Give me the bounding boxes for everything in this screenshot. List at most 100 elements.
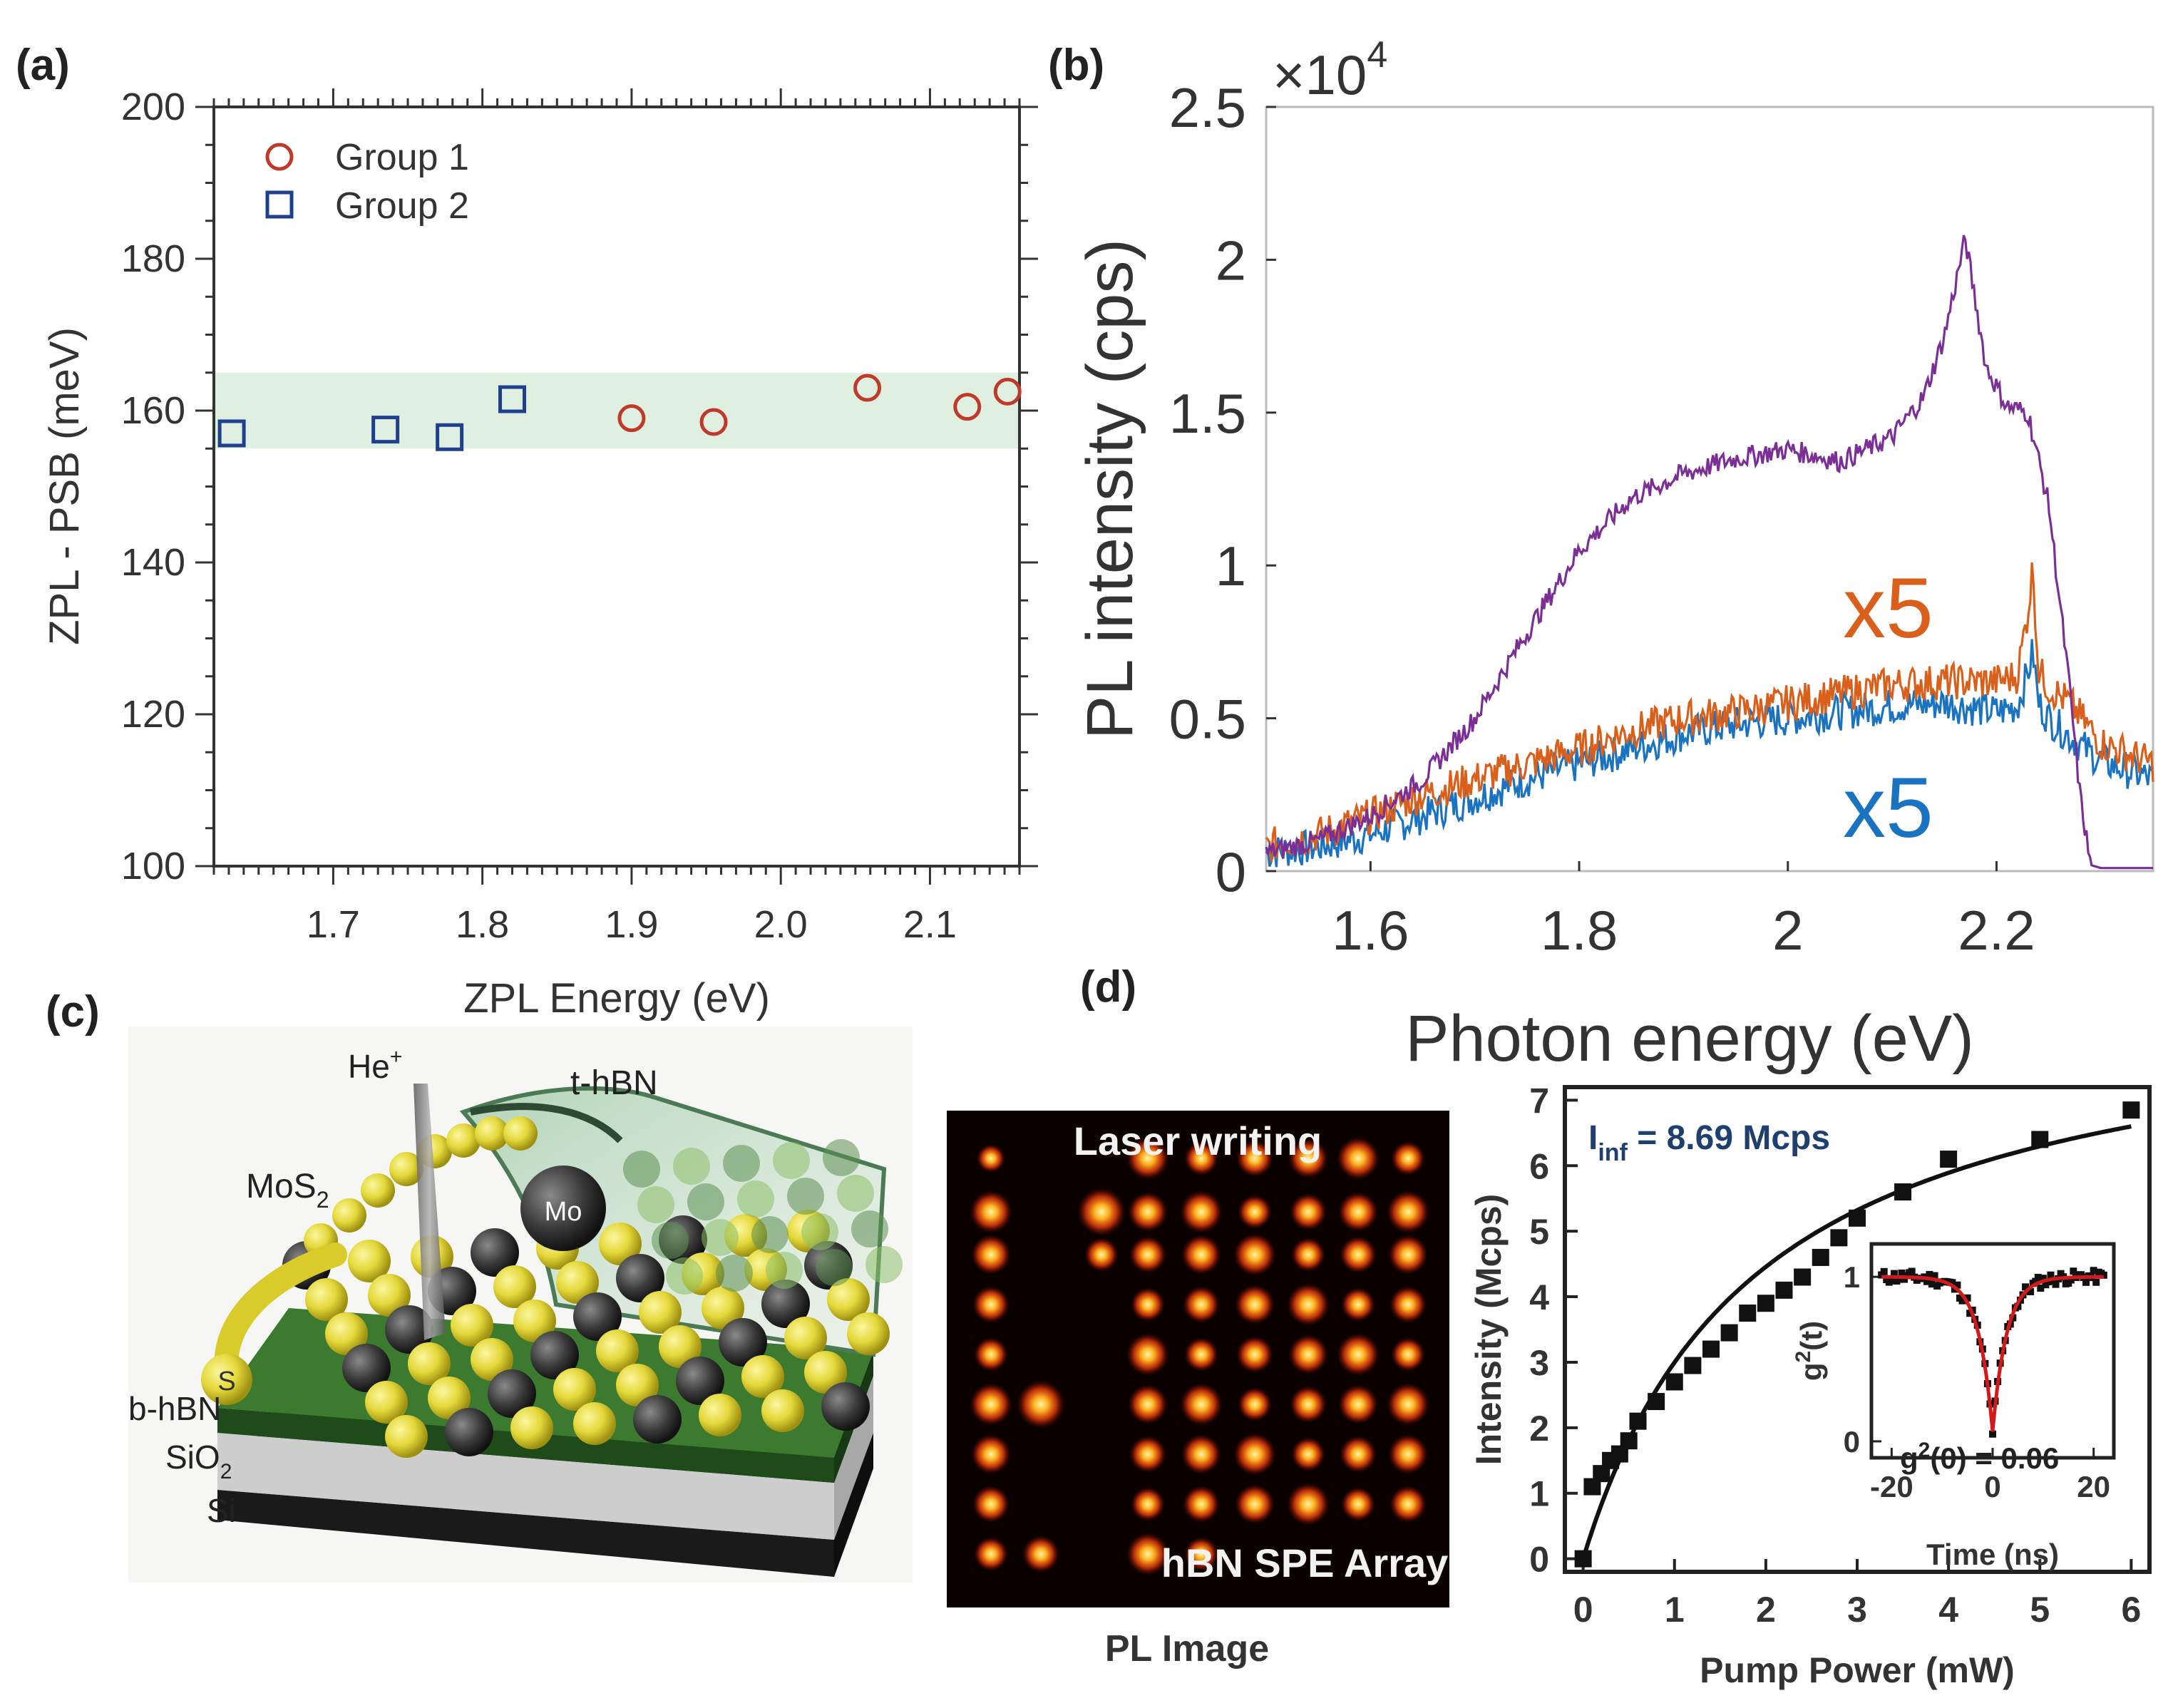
c-label-mos2-base: MoS [246, 1168, 317, 1205]
c-s-atom-strand [332, 1198, 366, 1233]
inset-ytick-label: 0 [1844, 1425, 1860, 1459]
b-series [1265, 235, 2154, 870]
panel-a-label: (a) [16, 41, 70, 90]
c-s-atom-strand [475, 1116, 509, 1151]
c-s-atom-lattice [659, 1325, 702, 1368]
d-pl-spot [1180, 1190, 1223, 1233]
d-pl-spot [1180, 1383, 1223, 1426]
c-s-atom-lattice [365, 1381, 408, 1424]
d-pl-spot [1290, 1386, 1327, 1423]
c-s-atom-lattice [428, 1377, 471, 1419]
d-pl-spot [1184, 1537, 1218, 1571]
inset-point [1953, 1281, 1961, 1289]
a-ticks [195, 88, 1038, 885]
d-pl-spot [971, 1235, 1011, 1275]
c-s-atom-lattice [702, 1287, 744, 1329]
c-mo-atom [520, 1166, 606, 1251]
c-s-atom-lattice [471, 1338, 513, 1381]
a-ytick-label: 180 [121, 237, 185, 280]
d-pl-spot [1338, 1192, 1378, 1232]
d-pl-spot [1181, 1235, 1221, 1275]
inset-point [1928, 1280, 1936, 1288]
b-x-tick-labels: 1.6 1.8 2 2.2 [1332, 899, 2035, 962]
c-mo-atom-lattice [573, 1292, 622, 1341]
c-label-bhbn: b-hBN [128, 1390, 221, 1427]
d-pl-spot [1129, 1436, 1166, 1473]
d-point [2031, 1131, 2049, 1148]
d-x-tick-labels: 0 1 2 3 4 5 6 [1573, 1590, 2142, 1630]
d-inset-annotation: g2(0) = 0.06 [1900, 1439, 2059, 1475]
d-point [1830, 1229, 1848, 1247]
c-atom-under-sheet [716, 1255, 753, 1292]
a-point-group2 [498, 385, 527, 413]
c-s-atom-lattice [368, 1274, 411, 1317]
c-s-atom-lattice [408, 1342, 451, 1385]
c-s-atom-lattice [827, 1278, 870, 1321]
d-point [1940, 1151, 1958, 1168]
c-s-atom-strand [389, 1152, 423, 1186]
d-pl-spot [1341, 1487, 1375, 1521]
c-s-atom-lattice [573, 1402, 616, 1445]
d-pl-spot [1233, 1233, 1276, 1276]
d-pl-spot [1389, 1286, 1427, 1323]
d-pl-spot [1290, 1193, 1327, 1230]
inset-point [2044, 1278, 2052, 1286]
inset-point [1923, 1277, 1931, 1285]
d-point [1894, 1183, 1912, 1201]
inset-point [1908, 1267, 1916, 1275]
inset-point [1898, 1269, 1906, 1277]
c-s-atom-strand [446, 1123, 481, 1158]
b-xtick-label: 1.8 [1541, 899, 1618, 962]
inset-point [2032, 1277, 2040, 1285]
d-pl-spot [1291, 1238, 1325, 1272]
c-si-layer-side [834, 1433, 873, 1577]
d-pl-spot [970, 1383, 1012, 1426]
d-pl-spot [1184, 1141, 1218, 1175]
inset-point [2037, 1285, 2045, 1292]
d-pl-spot [972, 1486, 1010, 1523]
c-atom-under-sheet [723, 1145, 760, 1182]
c-s-atom-lattice [599, 1223, 642, 1265]
c-label-mo: Mo [545, 1197, 582, 1227]
d-xtick-label: 6 [2121, 1590, 2141, 1630]
panel-d: (d) Laser writing hBN SPE Array PL Image… [947, 962, 2152, 1690]
b-series-purple [1265, 235, 2153, 870]
d-image-title: Laser writing [1074, 1118, 1322, 1163]
d-ytick-label: 1 [1529, 1474, 1549, 1514]
b-xtick-label: 1.6 [1332, 899, 1409, 962]
a-points [217, 374, 1022, 451]
c-s-trail [214, 1243, 347, 1384]
c-atom-under-sheet [837, 1175, 874, 1212]
b-annotation-blue-x5: x5 [1843, 760, 1933, 855]
d-pl-spot [1183, 1486, 1220, 1523]
d-pl-spot [1341, 1287, 1375, 1322]
c-si-layer [217, 1490, 834, 1577]
d-ytick-label: 4 [1529, 1277, 1549, 1317]
d-xtick-label: 4 [1938, 1590, 1958, 1630]
c-atom-under-sheet [652, 1222, 689, 1259]
inset-point [2027, 1287, 2035, 1295]
d-point [1665, 1373, 1683, 1391]
c-atom-under-sheet [687, 1183, 724, 1220]
c-label-he-sup: + [390, 1045, 403, 1069]
b-frame [1265, 106, 2154, 873]
d-ytick-label: 2 [1529, 1409, 1549, 1449]
d-pl-spot [1128, 1192, 1168, 1232]
d-ytick-label: 7 [1529, 1081, 1549, 1121]
d-inset-anno-g: g [1900, 1441, 1918, 1475]
c-s-atom-lattice [325, 1312, 368, 1355]
inset-point [2092, 1278, 2100, 1286]
b-ytick-label: 1 [1216, 535, 1246, 597]
c-s-atom-lattice [804, 1351, 847, 1394]
c-atom-under-sheet [865, 1246, 903, 1283]
a-xtick-label: 2.1 [903, 903, 957, 946]
d-inset-anno-sup: 2 [1918, 1439, 1931, 1462]
b-exponent-base: ×10 [1273, 43, 1367, 106]
a-xtick-label: 1.9 [605, 903, 658, 946]
d-point [1574, 1550, 1592, 1568]
c-s-atom-lattice [596, 1329, 639, 1372]
b-series-blue-x5 [1265, 639, 2154, 868]
d-pl-spot [974, 1337, 1008, 1372]
legend-label-group1: Group 1 [335, 137, 469, 178]
d-y-axis-label: Intensity (Mcps) [1469, 1194, 1509, 1466]
